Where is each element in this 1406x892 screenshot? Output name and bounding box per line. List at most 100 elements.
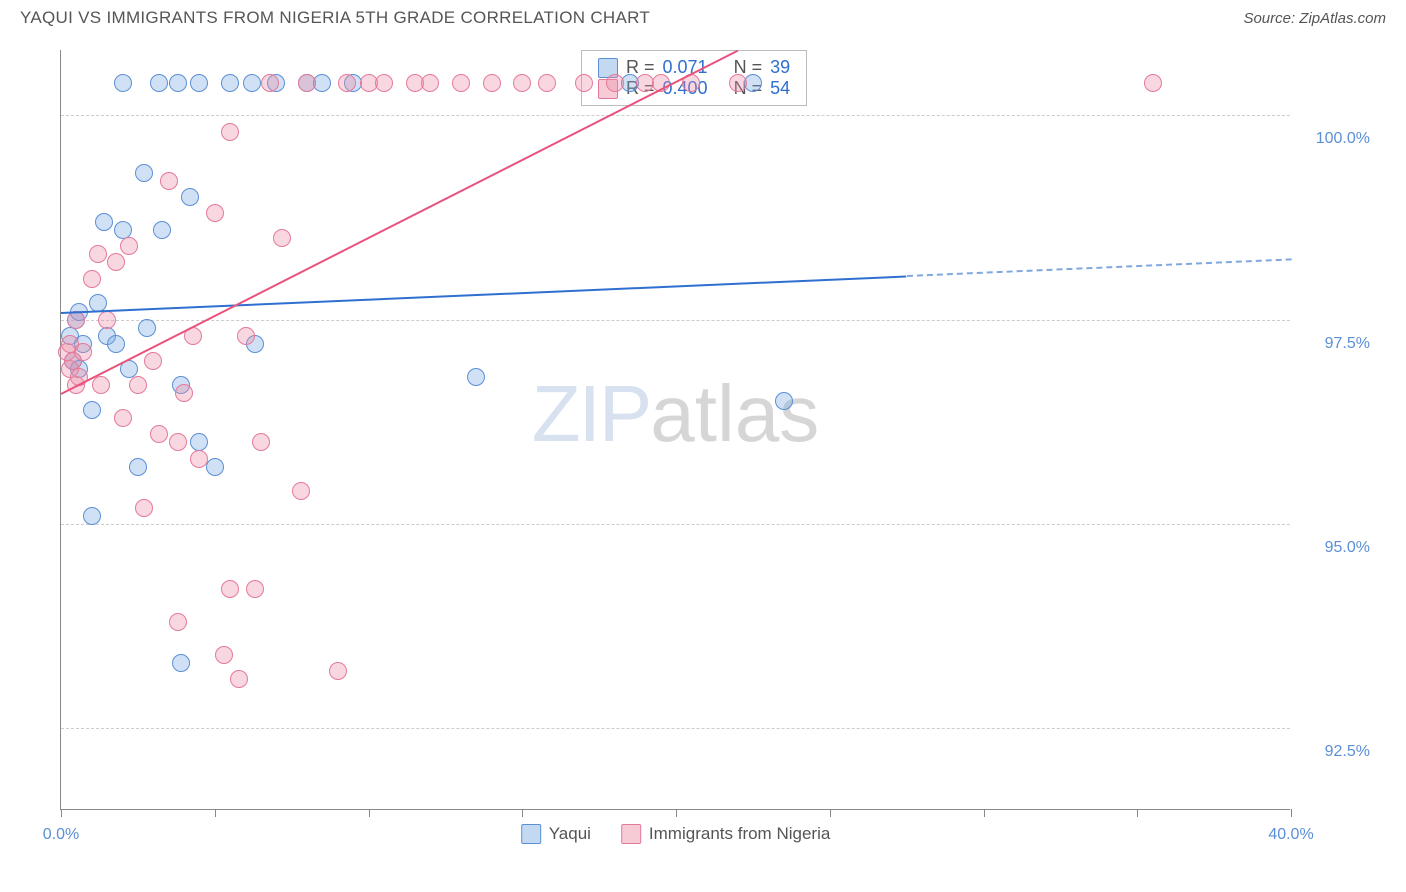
data-point (329, 662, 347, 680)
data-point (172, 654, 190, 672)
x-tick (1137, 809, 1138, 817)
swatch-nigeria (621, 824, 641, 844)
chart-container: 5th Grade ZIPatlas R = 0.071 N = 39 R = … (20, 40, 1386, 860)
data-point (83, 401, 101, 419)
x-tick (1291, 809, 1292, 817)
data-point (375, 74, 393, 92)
data-point (230, 670, 248, 688)
data-point (221, 74, 239, 92)
data-point (513, 74, 531, 92)
watermark-atlas: atlas (650, 369, 819, 458)
data-point (92, 376, 110, 394)
data-point (206, 204, 224, 222)
data-point (775, 392, 793, 410)
data-point (135, 499, 153, 517)
data-point (421, 74, 439, 92)
y-tick-label: 97.5% (1325, 335, 1370, 353)
gridline (61, 524, 1290, 525)
data-point (221, 580, 239, 598)
data-point (313, 74, 331, 92)
data-point (338, 74, 356, 92)
data-point (169, 613, 187, 631)
data-point (292, 482, 310, 500)
data-point (138, 319, 156, 337)
x-tick (215, 809, 216, 817)
x-tick (522, 809, 523, 817)
legend-item-yaqui: Yaqui (521, 824, 591, 844)
data-point (160, 172, 178, 190)
trend-line (61, 275, 907, 314)
data-point (129, 458, 147, 476)
legend-label-nigeria: Immigrants from Nigeria (649, 824, 830, 844)
data-point (483, 74, 501, 92)
y-tick-label: 100.0% (1316, 130, 1370, 148)
data-point (169, 433, 187, 451)
x-tick-label: 0.0% (43, 826, 79, 844)
data-point (243, 74, 261, 92)
data-point (575, 74, 593, 92)
data-point (298, 74, 316, 92)
legend-item-nigeria: Immigrants from Nigeria (621, 824, 830, 844)
data-point (114, 221, 132, 239)
data-point (135, 164, 153, 182)
gridline (61, 320, 1290, 321)
chart-title: YAQUI VS IMMIGRANTS FROM NIGERIA 5TH GRA… (20, 8, 650, 28)
x-tick-label: 40.0% (1268, 826, 1313, 844)
data-point (114, 409, 132, 427)
data-point (95, 213, 113, 231)
trend-line (907, 258, 1291, 277)
watermark: ZIPatlas (532, 368, 819, 460)
data-point (153, 221, 171, 239)
data-point (252, 433, 270, 451)
y-tick-label: 95.0% (1325, 539, 1370, 557)
data-point (237, 327, 255, 345)
gridline (61, 728, 1290, 729)
data-point (452, 74, 470, 92)
data-point (114, 74, 132, 92)
x-tick (676, 809, 677, 817)
data-point (181, 188, 199, 206)
data-point (83, 270, 101, 288)
data-point (190, 74, 208, 92)
data-point (107, 335, 125, 353)
data-point (120, 237, 138, 255)
data-point (190, 433, 208, 451)
plot-area: ZIPatlas R = 0.071 N = 39 R = 0.400 N = … (60, 50, 1290, 810)
data-point (606, 74, 624, 92)
n-value-nigeria: 54 (770, 78, 790, 99)
gridline (61, 115, 1290, 116)
data-point (467, 368, 485, 386)
data-point (221, 123, 239, 141)
watermark-zip: ZIP (532, 369, 650, 458)
n-value-yaqui: 39 (770, 57, 790, 78)
data-point (538, 74, 556, 92)
data-point (190, 450, 208, 468)
data-point (246, 580, 264, 598)
x-tick (369, 809, 370, 817)
data-point (744, 74, 762, 92)
data-point (98, 311, 116, 329)
data-point (273, 229, 291, 247)
data-point (74, 343, 92, 361)
swatch-yaqui (521, 824, 541, 844)
data-point (89, 245, 107, 263)
source-attribution: Source: ZipAtlas.com (1243, 10, 1386, 27)
data-point (206, 458, 224, 476)
data-point (129, 376, 147, 394)
data-point (215, 646, 233, 664)
legend-label-yaqui: Yaqui (549, 824, 591, 844)
x-tick (61, 809, 62, 817)
data-point (150, 74, 168, 92)
data-point (83, 507, 101, 525)
series-legend: Yaqui Immigrants from Nigeria (521, 824, 831, 844)
data-point (729, 74, 747, 92)
data-point (144, 352, 162, 370)
y-tick-label: 92.5% (1325, 743, 1370, 761)
data-point (175, 384, 193, 402)
data-point (261, 74, 279, 92)
data-point (107, 253, 125, 271)
data-point (1144, 74, 1162, 92)
x-tick (830, 809, 831, 817)
data-point (169, 74, 187, 92)
x-tick (984, 809, 985, 817)
